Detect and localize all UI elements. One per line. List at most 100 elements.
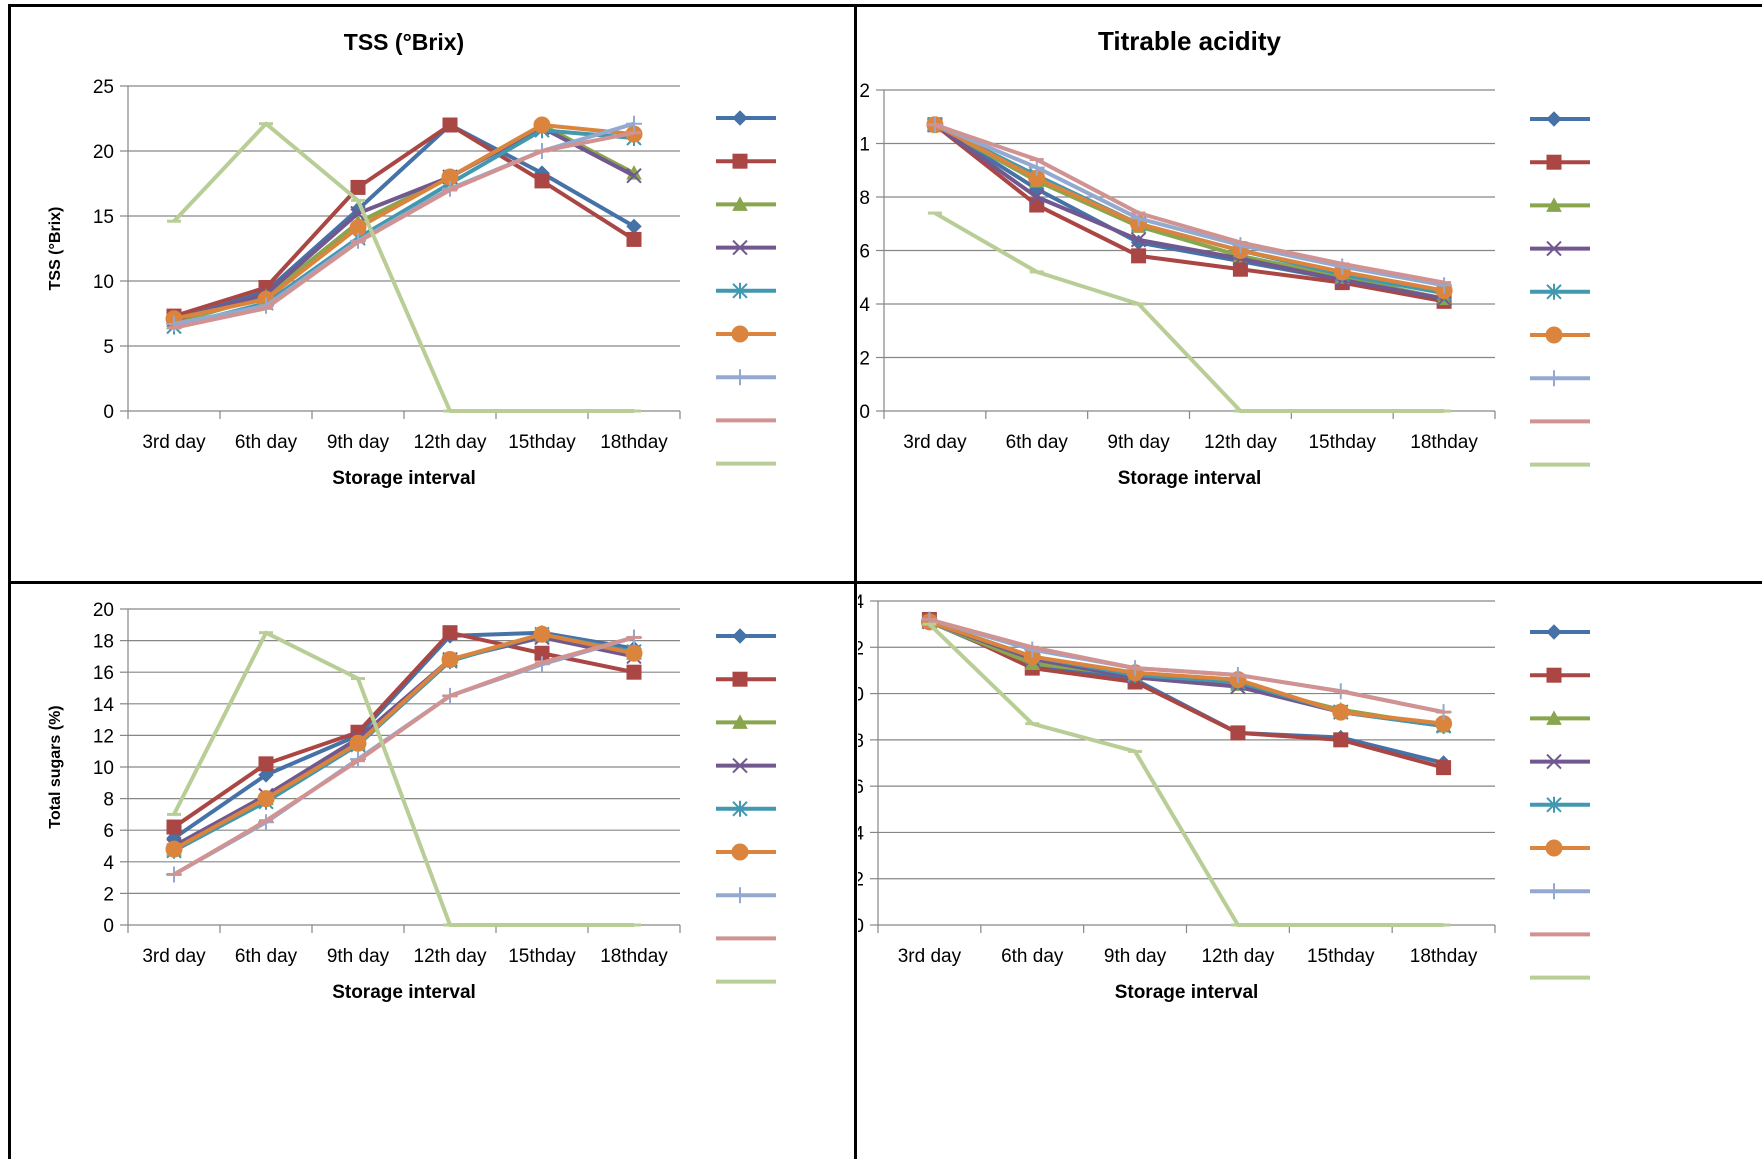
chart-panel-titrable-acidity: Titrable acidity 0 0.2 0.4 0.6 0.8 1 1.2 3rd day…: [858, 8, 1762, 580]
data-point-series-6: [533, 116, 551, 134]
x-tick-label: 6th day: [235, 432, 298, 453]
legend-marker-4: [732, 757, 748, 774]
x-tick-label: 3rd day: [142, 946, 206, 967]
data-point-series-1: [258, 767, 274, 783]
chart-panel-ascorbic-acid: Ascorbic acid content (mg/100g)024681012…: [858, 585, 1762, 1159]
x-tick-label: 3rd day: [898, 946, 962, 967]
series-line-8: [173, 130, 635, 330]
chart-tss: TSS (°Brix) 0 5 10 15 20 25 3rd day 6th day 9th d…: [47, 29, 776, 489]
legend-marker-4: [1546, 240, 1562, 257]
data-point-series-2: [534, 173, 550, 189]
legend-marker-1: [1546, 624, 1562, 640]
legend-marker-2: [1546, 667, 1562, 683]
data-point-series-6: [165, 840, 183, 858]
x-tick-label: 18thday: [600, 432, 668, 453]
y-tick-label: 1: [859, 135, 870, 156]
legend-marker-2: [1546, 154, 1562, 170]
table-border-top: [8, 4, 1762, 7]
series-line-6: [173, 632, 635, 851]
x-tick-label: 15thday: [508, 946, 576, 967]
series-line-5: [928, 619, 1444, 728]
y-tick-label: 0.6: [858, 242, 870, 263]
legend-marker-1: [732, 628, 748, 644]
y-tick-label: 5: [103, 337, 114, 358]
x-tick-label: 6th day: [1006, 432, 1069, 453]
series-line-2: [172, 630, 635, 829]
y-tick-label: 2: [103, 884, 114, 905]
legend-marker-4: [732, 239, 748, 256]
x-tick-label: 15thday: [1307, 946, 1375, 967]
legend-marker-1: [1546, 111, 1562, 127]
y-tick-label: 20: [93, 142, 114, 163]
series-line-3: [173, 633, 635, 851]
series-line-2: [928, 617, 1445, 770]
data-point-series-7: [626, 115, 642, 132]
y-tick-label: 0.8: [858, 188, 870, 209]
series-line-4: [933, 123, 1445, 301]
x-tick-label: 18thday: [600, 946, 668, 967]
x-tick-label: 18thday: [1410, 946, 1478, 967]
legend-marker-5: [732, 800, 748, 817]
data-point-series-7: [1028, 159, 1045, 176]
legend-marker-3: [1546, 710, 1562, 725]
data-point-series-6: [625, 644, 643, 662]
chart-title: Titrable acidity: [1098, 26, 1282, 56]
y-axis-title: Total sugars (%): [47, 705, 64, 828]
table-border-middle: [8, 581, 1762, 584]
legend-marker-2: [732, 153, 748, 169]
chart-panel-total-sugars: Total sugars (%) 0 2 4 6 8 10 12 14 16 18 20 3rd day…: [12, 585, 854, 1159]
y-tick-label: 6: [103, 821, 114, 842]
chart-title: TSS (°Brix): [344, 29, 464, 55]
y-tick-label: 0.2: [858, 349, 870, 370]
data-point-series-2: [626, 231, 642, 247]
y-tick-label: 8: [103, 790, 114, 811]
y-tick-label: 18: [93, 632, 114, 653]
data-point-series-2: [1131, 248, 1147, 264]
series-line-4: [928, 619, 1444, 728]
data-point-series-6: [349, 734, 367, 752]
series-line-8: [928, 617, 1444, 715]
legend-marker-5: [732, 282, 748, 299]
data-point-series-7: [1436, 277, 1453, 294]
x-tick-label: 15thday: [1308, 432, 1376, 453]
y-tick-label: 2: [858, 870, 864, 891]
x-tick-label: 18thday: [1410, 432, 1478, 453]
chart-total-sugars: Total sugars (%) 0 2 4 6 8 10 12 14 16 18 20 3rd day…: [47, 600, 776, 1003]
x-axis-title: Storage interval: [332, 982, 476, 1003]
series-line-4: [173, 125, 635, 322]
series-line-1: [173, 123, 636, 322]
series-line-6: [928, 619, 1444, 726]
data-point-series-4: [626, 167, 642, 184]
data-point-series-2: [1333, 732, 1349, 748]
y-tick-label: 10: [93, 272, 114, 293]
series-line-9: [933, 211, 1445, 413]
x-tick-label: 3rd day: [903, 432, 967, 453]
x-axis-title: Storage interval: [1115, 982, 1259, 1003]
x-axis-title: Storage interval: [332, 468, 476, 489]
series-line-5: [173, 632, 635, 853]
x-tick-label: 6th day: [1001, 946, 1064, 967]
data-point-series-2: [166, 819, 182, 835]
y-tick-label: 0: [859, 402, 870, 423]
legend-marker-7: [1546, 370, 1562, 387]
y-tick-label: 16: [93, 663, 114, 684]
series-line-6: [173, 123, 635, 321]
legend-marker-5: [1546, 283, 1562, 300]
x-tick-label: 3rd day: [142, 432, 206, 453]
data-point-series-6: [441, 651, 459, 669]
x-tick-label: 9th day: [327, 432, 390, 453]
y-tick-label: 12: [858, 638, 864, 659]
y-tick-label: 10: [858, 685, 864, 706]
series-line-2: [173, 123, 636, 319]
x-tick-label: 12th day: [414, 432, 487, 453]
y-tick-label: 14: [93, 695, 115, 716]
y-tick-label: 0: [858, 916, 864, 937]
y-tick-label: 15: [93, 207, 114, 228]
legend-marker-7: [732, 887, 748, 904]
series-line-9: [928, 622, 1444, 927]
y-tick-label: 1.2: [858, 81, 870, 102]
table-border-left: [8, 4, 11, 1159]
x-tick-label: 9th day: [327, 946, 390, 967]
legend-marker-7: [732, 369, 748, 386]
